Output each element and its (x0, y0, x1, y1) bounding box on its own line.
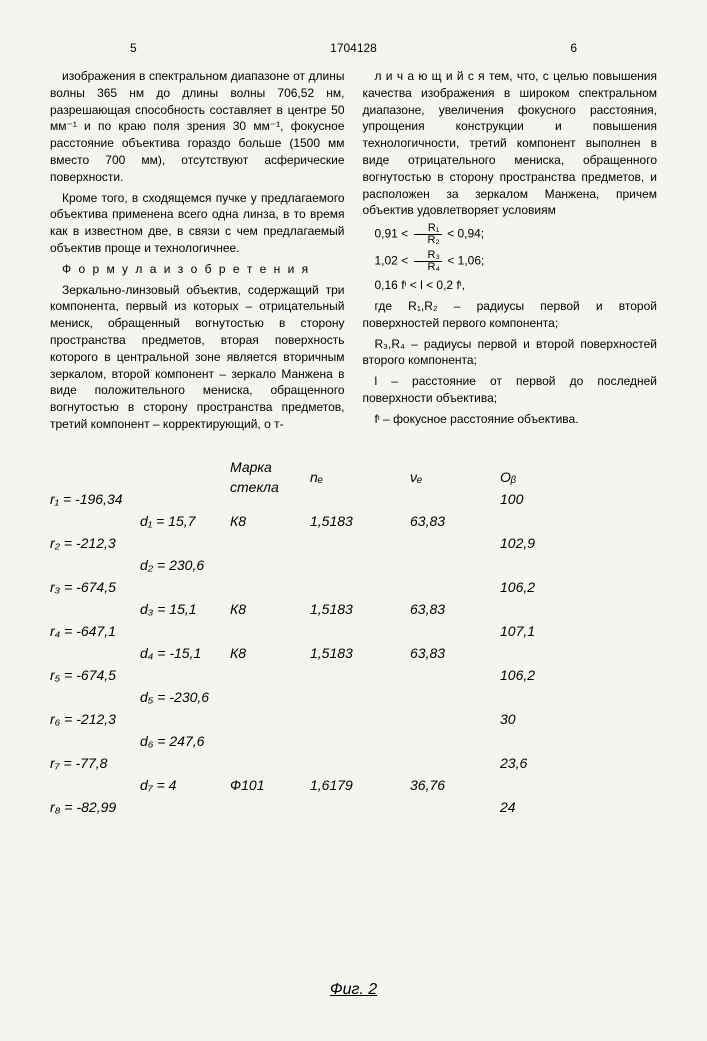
figure-label: Фиг. 2 (50, 979, 657, 1001)
table-header-row: Марка стекла nₑ νₑ Оᵦ (50, 467, 657, 489)
cell-d: d₅ = -230,6 (140, 688, 230, 708)
table-row: d₁ = 15,7 К8 1,5183 63,83 (50, 511, 657, 533)
table-row: r₈ = -82,99 24 (50, 797, 657, 819)
cell-ve: 63,83 (410, 644, 500, 664)
cell-ob: 106,2 (500, 666, 560, 686)
table-row: r₄ = -647,1 107,1 (50, 621, 657, 643)
cell-r: r₅ = -674,5 (50, 666, 140, 686)
para-r1: л и ч а ю щ и й с я тем, что, с целью по… (363, 68, 658, 219)
cell-d: d₃ = 15,1 (140, 600, 230, 620)
para-1: изображения в спектральном диапазоне от … (50, 68, 345, 186)
cell-d: d₇ = 4 (140, 776, 230, 796)
page-num-left: 5 (130, 40, 137, 57)
table-row: r₃ = -674,5 106,2 (50, 577, 657, 599)
cell-d: d₄ = -15,1 (140, 644, 230, 664)
cell-d: d₁ = 15,7 (140, 512, 230, 532)
condition-3: 0,16 fᶦ < l < 0,2 fᶦ, (363, 277, 658, 294)
where-4: fᶦ – фокусное расстояние объектива. (363, 411, 658, 428)
text-columns: изображения в спектральном диапазоне от … (50, 68, 657, 437)
frac1-den: R₂ (414, 235, 442, 246)
where-2: R₃,R₄ – радиусы первой и второй поверхно… (363, 336, 658, 370)
cell-r: r₃ = -674,5 (50, 578, 140, 598)
cell-ob: 30 (500, 710, 560, 730)
cell-r: r₂ = -212,3 (50, 534, 140, 554)
table-row: r₇ = -77,8 23,6 (50, 753, 657, 775)
cell-ob: 24 (500, 798, 560, 818)
cell-r: r₇ = -77,8 (50, 754, 140, 774)
table-row: d₇ = 4 Ф101 1,6179 36,76 (50, 775, 657, 797)
para-2: Кроме того, в сходящемся пучке у предлаг… (50, 190, 345, 257)
table-row: d₂ = 230,6 (50, 555, 657, 577)
cell-marka: К8 (230, 644, 310, 664)
where-3: l – расстояние от первой до последней по… (363, 373, 658, 407)
cell-marka: К8 (230, 512, 310, 532)
condition-2: 1,02 < R₃ R₄ < 1,06; (363, 250, 658, 273)
cell-d: d₂ = 230,6 (140, 556, 230, 576)
table-row: r₆ = -212,3 30 (50, 709, 657, 731)
cell-ob: 106,2 (500, 578, 560, 598)
th-ve: νₑ (410, 468, 500, 488)
cond1-right: < 0,94; (447, 227, 484, 241)
cond2-left: 1,02 < (375, 254, 409, 268)
th-marka: Марка стекла (230, 458, 310, 497)
right-column: л и ч а ю щ и й с я тем, что, с целью по… (363, 68, 658, 437)
where-1: где R₁,R₂ – радиусы первой и второй пове… (363, 298, 658, 332)
optical-table: Марка стекла nₑ νₑ Оᵦ r₁ = -196,34 100 d… (50, 467, 657, 819)
cell-r: r₄ = -647,1 (50, 622, 140, 642)
cell-ne: 1,5183 (310, 600, 410, 620)
table-row: d₆ = 247,6 (50, 731, 657, 753)
cell-ob: 107,1 (500, 622, 560, 642)
cell-ve: 63,83 (410, 600, 500, 620)
patent-number: 1704128 (330, 40, 377, 57)
cell-r: r₁ = -196,34 (50, 490, 140, 510)
cell-marka: К8 (230, 600, 310, 620)
frac2-den: R₄ (414, 262, 442, 273)
page-header: 5 1704128 6 (50, 40, 657, 60)
para-3: Зеркально-линзовый объектив, содержащий … (50, 282, 345, 433)
formula-title: Ф о р м у л а и з о б р е т е н и я (50, 261, 345, 278)
table-row: r₅ = -674,5 106,2 (50, 665, 657, 687)
cell-marka: Ф101 (230, 776, 310, 796)
cell-ne: 1,5183 (310, 644, 410, 664)
cell-r: r₈ = -82,99 (50, 798, 140, 818)
fraction-1: R₁ R₂ (414, 223, 442, 246)
fraction-2: R₃ R₄ (414, 250, 442, 273)
cell-ne: 1,6179 (310, 776, 410, 796)
page-num-right: 6 (570, 40, 577, 57)
table-row: d₄ = -15,1 К8 1,5183 63,83 (50, 643, 657, 665)
cell-ob: 100 (500, 490, 560, 510)
cell-ne: 1,5183 (310, 512, 410, 532)
th-ne: nₑ (310, 468, 410, 488)
left-column: изображения в спектральном диапазоне от … (50, 68, 345, 437)
condition-1: 0,91 < R₁ R₂ < 0,94; (363, 223, 658, 246)
cell-r: r₆ = -212,3 (50, 710, 140, 730)
cell-ve: 63,83 (410, 512, 500, 532)
table-row: d₅ = -230,6 (50, 687, 657, 709)
th-ob: Оᵦ (500, 468, 560, 488)
cond1-left: 0,91 < (375, 227, 409, 241)
cell-ve: 36,76 (410, 776, 500, 796)
table-row: r₁ = -196,34 100 (50, 489, 657, 511)
table-row: d₃ = 15,1 К8 1,5183 63,83 (50, 599, 657, 621)
cell-ob: 102,9 (500, 534, 560, 554)
table-row: r₂ = -212,3 102,9 (50, 533, 657, 555)
cond2-right: < 1,06; (447, 254, 484, 268)
cell-ob: 23,6 (500, 754, 560, 774)
cell-d: d₆ = 247,6 (140, 732, 230, 752)
